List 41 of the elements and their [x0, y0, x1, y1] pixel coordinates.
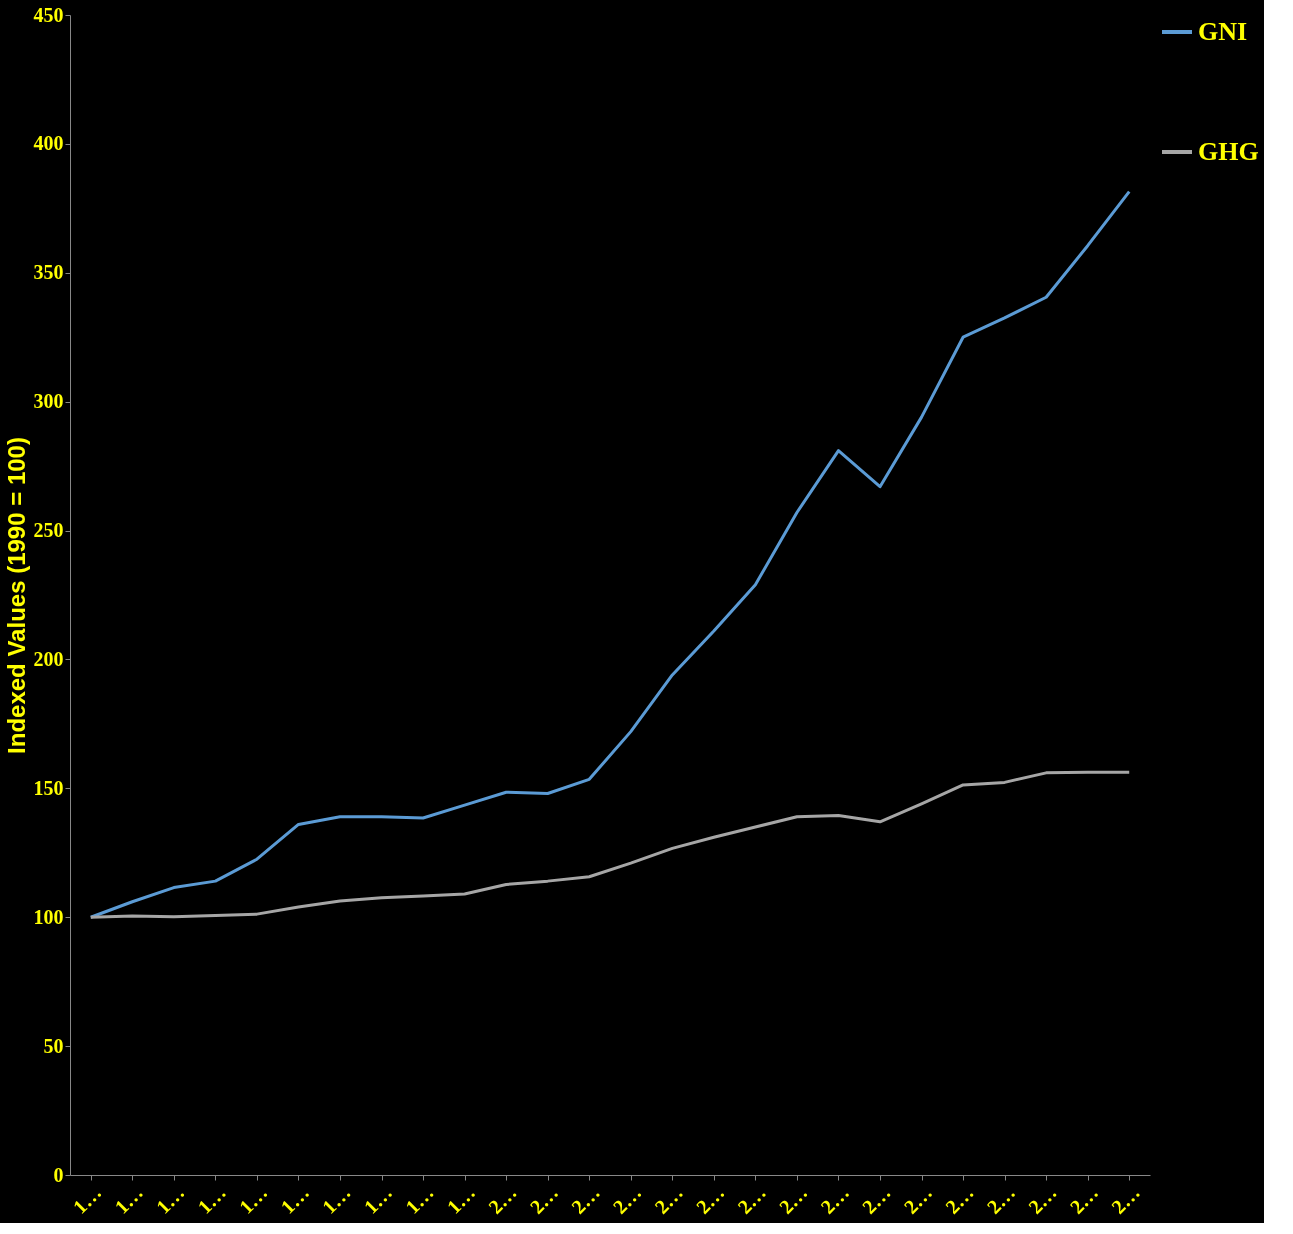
- line-series: [89, 770, 1131, 919]
- x-tick-label: 2…: [982, 1181, 1020, 1218]
- x-tick-label: 2…: [940, 1181, 978, 1218]
- x-tick-label: 2…: [1024, 1181, 1061, 1218]
- y-tick-label: 350: [33, 261, 64, 284]
- x-tick-label: 1…: [359, 1181, 397, 1218]
- y-tick-label: 50: [43, 1034, 64, 1057]
- x-tick-label: 2…: [774, 1181, 812, 1218]
- y-tick-label: 450: [33, 3, 64, 26]
- x-tick-label: 1…: [400, 1181, 438, 1218]
- y-tick-label: 250: [33, 519, 64, 542]
- y-tick-label: 100: [33, 905, 64, 928]
- x-tick-label: 1…: [68, 1181, 106, 1218]
- x-tick-label: 2…: [484, 1181, 521, 1218]
- x-tick-label: 2…: [567, 1181, 604, 1218]
- x-tick-label: 1…: [442, 1181, 480, 1218]
- y-tick-label: 150: [33, 776, 64, 799]
- x-tick-label: 2…: [650, 1181, 687, 1218]
- line-series: [89, 190, 1131, 919]
- x-tick-label: 2…: [857, 1181, 895, 1218]
- x-tick-label: 2…: [691, 1181, 729, 1218]
- x-tick-label: 2…: [1107, 1181, 1144, 1218]
- x-tick-label: 1…: [151, 1181, 189, 1218]
- x-tick-label: 2…: [608, 1181, 646, 1218]
- x-tick-label: 2…: [899, 1181, 937, 1218]
- y-axis-title: Indexed Values (1990 = 100): [2, 437, 30, 754]
- y-tick-label: 0: [53, 1163, 64, 1186]
- x-tick-label: 2…: [816, 1181, 854, 1218]
- y-tick-label: 200: [33, 647, 64, 670]
- y-tick-label: 300: [33, 390, 64, 413]
- y-tick-label: 400: [33, 132, 64, 155]
- legend-label: GHG: [1198, 137, 1259, 166]
- x-tick-label: 1…: [234, 1181, 272, 1218]
- x-tick-label: 2…: [525, 1181, 563, 1218]
- x-tick-label: 2…: [1065, 1181, 1103, 1218]
- x-tick-label: 1…: [276, 1181, 314, 1218]
- x-tick-label: 1…: [317, 1181, 355, 1218]
- x-tick-label: 1…: [110, 1181, 147, 1218]
- legend-label: GNI: [1198, 17, 1248, 46]
- x-tick-label: 2…: [733, 1181, 771, 1218]
- x-tick-label: 1…: [193, 1181, 231, 1218]
